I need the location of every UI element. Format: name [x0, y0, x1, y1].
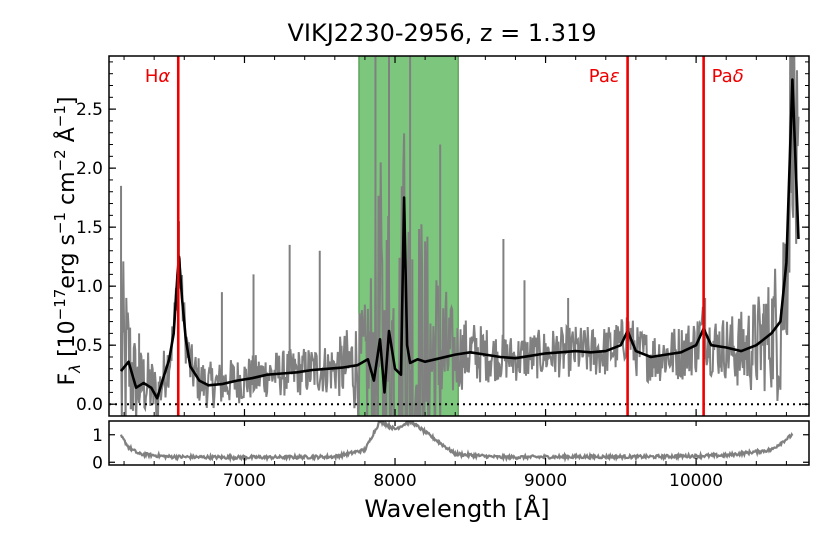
raw-spectrum-line — [120, 56, 800, 416]
y-label-sub: λ — [66, 364, 84, 374]
y-label-erg: erg s — [55, 234, 80, 289]
y-label-cm: cm — [55, 171, 80, 212]
chart-title: VIKJ2230-2956, z = 1.319 — [287, 19, 596, 47]
y-tick-label: 2.5 — [76, 100, 103, 120]
y-label-ang: Å — [53, 127, 80, 149]
x-tick-label: 7000 — [223, 471, 266, 491]
error-spectrum-line — [119, 421, 794, 464]
lower-panel: 0 1 7000 8000 9000 10000 — [92, 420, 810, 491]
y-label-main: F — [55, 373, 80, 386]
y-tick-label: 0.5 — [76, 336, 103, 356]
smoothed-spectrum-line — [119, 78, 800, 400]
y-label-exp1: −17 — [51, 289, 69, 321]
lower-y-tick-label: 1 — [92, 426, 103, 446]
emission-line-label: Paδ — [712, 66, 744, 87]
lower-panel-frame — [108, 420, 810, 466]
y-tick-label: 1.5 — [76, 218, 103, 238]
y-label-exp4: −1 — [51, 105, 69, 127]
y-label-exp3: −2 — [51, 149, 69, 171]
emission-line-label: Hα — [145, 66, 171, 87]
main-panel: Hα Paε Paδ 0.0 0.5 1.0 1.5 2.0 2.5 — [76, 55, 810, 417]
y-label-exp2: −1 — [51, 212, 69, 234]
y-tick-label: 1.0 — [76, 277, 103, 297]
lower-y-tick-label: 0 — [92, 453, 103, 473]
y-axis-label: Fλ [10−17erg s−1 cm−2 Å−1] — [51, 97, 84, 386]
y-label-rest: [10 — [55, 320, 80, 364]
x-tick-label: 8000 — [373, 471, 416, 491]
emission-line-label: Paε — [589, 66, 620, 87]
y-label-close: ] — [55, 97, 80, 106]
x-tick-label: 9000 — [524, 471, 567, 491]
main-panel-frame — [108, 55, 810, 417]
y-tick-label: 2.0 — [76, 159, 103, 179]
x-tick-label: 10000 — [669, 471, 723, 491]
y-tick-label: 0.0 — [76, 395, 103, 415]
x-axis-label: Wavelength [Å] — [364, 494, 549, 523]
